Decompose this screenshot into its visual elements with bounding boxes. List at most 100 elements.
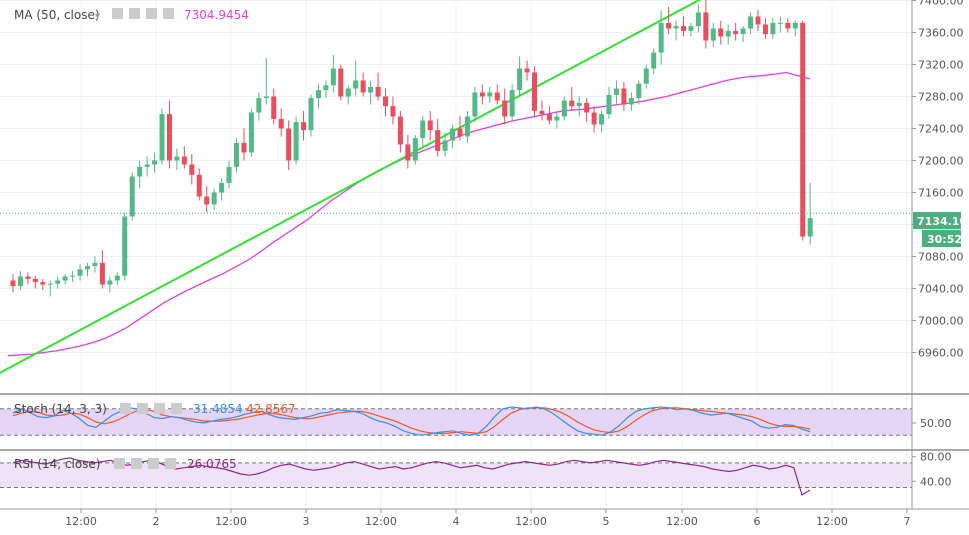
candle-body — [189, 164, 195, 175]
candle — [241, 128, 247, 161]
rsi-legend[interactable]: RSI (14, close) 26.0765 — [14, 457, 237, 471]
candle — [569, 86, 575, 111]
candle-body — [338, 68, 344, 97]
time-tick-label: 12:00 — [816, 515, 848, 528]
candle-body — [718, 28, 724, 37]
candle — [591, 106, 597, 133]
price-axis[interactable]: 6960.00 7000.00 7040.00 7080.00 7160.00 7200.… — [912, 0, 964, 360]
candle-body — [569, 100, 575, 107]
candle — [40, 278, 46, 291]
candle — [144, 156, 150, 177]
candle-body — [651, 52, 657, 69]
candle-body — [286, 128, 292, 161]
settings-icon[interactable] — [129, 8, 140, 19]
price-tick-label: 7400.00 — [918, 0, 964, 8]
candle-body — [263, 96, 269, 99]
candle — [353, 60, 359, 97]
candle-body — [55, 280, 61, 284]
trendline[interactable] — [0, 0, 728, 377]
candle-body — [181, 156, 187, 165]
add-icon[interactable] — [154, 403, 165, 414]
settings-icon[interactable] — [137, 403, 148, 414]
stoch-legend[interactable]: Stoch (14, 3, 3) 31.4854 42.8567 — [14, 402, 296, 416]
price-tick-label: 7000.00 — [918, 315, 964, 328]
candle-body — [681, 26, 686, 31]
close-icon[interactable] — [165, 458, 176, 469]
legend-buttons[interactable] — [112, 8, 174, 19]
candle — [278, 108, 284, 137]
time-tick-label: 12:00 — [65, 515, 97, 528]
candle — [271, 88, 277, 125]
time-tick-label: 5 — [603, 515, 610, 528]
candle — [658, 10, 664, 65]
candle — [32, 275, 38, 289]
candle-body — [748, 16, 754, 29]
candle-body — [591, 112, 597, 125]
candle — [666, 6, 672, 35]
candle-body — [40, 282, 46, 285]
candle — [323, 80, 329, 99]
stoch-k-value: 31.4854 — [193, 402, 243, 416]
eye-icon[interactable] — [112, 8, 123, 19]
candle — [70, 270, 76, 283]
candle-body — [204, 196, 210, 205]
candle-body — [740, 28, 746, 35]
candle-body — [666, 22, 672, 29]
candle-body — [554, 116, 560, 121]
price-tick-label: 6960.00 — [918, 347, 964, 360]
candle — [263, 58, 269, 105]
stoch-band — [0, 408, 912, 436]
candle-body — [196, 174, 202, 197]
candle — [651, 48, 657, 75]
price-tick-label: 7040.00 — [918, 283, 964, 296]
eye-icon[interactable] — [120, 403, 131, 414]
candle — [450, 124, 456, 149]
candle — [517, 56, 523, 97]
candle — [17, 270, 23, 291]
candle — [85, 262, 90, 277]
candle — [114, 272, 120, 286]
candle-body — [219, 182, 225, 193]
candle-body — [427, 120, 433, 131]
legend-buttons[interactable] — [120, 403, 182, 414]
stoch-legend-label: Stoch (14, 3, 3) — [14, 402, 107, 416]
candle-body — [792, 22, 798, 29]
candle-body — [174, 156, 180, 161]
time-tick-label: 12:00 — [365, 515, 397, 528]
time-tick-label: 12:00 — [515, 515, 547, 528]
current-price-label: 7134.10 — [917, 215, 967, 228]
candle-body — [785, 22, 791, 29]
candle-body — [479, 92, 485, 97]
candle-body — [70, 275, 76, 277]
close-icon[interactable] — [171, 403, 182, 414]
candle-body — [271, 96, 277, 119]
candle — [137, 160, 143, 189]
add-icon[interactable] — [148, 458, 159, 469]
ma-legend[interactable]: MA (50, close) ▾ 7304.9454 — [14, 8, 249, 22]
current-price-tag: 7134.10 30:52 — [913, 212, 967, 247]
candle-body — [248, 112, 254, 153]
add-icon[interactable] — [146, 8, 157, 19]
candle-body — [293, 122, 299, 161]
eye-icon[interactable] — [114, 458, 125, 469]
candle — [718, 20, 724, 45]
trend-line[interactable] — [0, 0, 728, 377]
candle — [368, 80, 374, 105]
close-icon[interactable] — [163, 8, 174, 19]
candle-body — [25, 276, 31, 279]
candle-body — [137, 166, 143, 177]
legend-buttons[interactable] — [114, 458, 176, 469]
candle — [211, 188, 217, 211]
candle-body — [442, 140, 448, 151]
candle — [189, 154, 195, 185]
candle-body — [688, 26, 694, 31]
ma-legend-label: MA (50, close) — [14, 8, 100, 22]
candle — [338, 64, 344, 101]
settings-icon[interactable] — [131, 458, 142, 469]
candle-body — [211, 192, 217, 205]
time-axis[interactable]: 12:00 2 12:00 3 12:00 4 12:00 5 12:00 6 12:00 7 — [65, 509, 911, 528]
candle — [99, 250, 105, 289]
candle-body — [546, 114, 552, 121]
candle-body — [420, 120, 426, 139]
candle — [301, 110, 307, 141]
